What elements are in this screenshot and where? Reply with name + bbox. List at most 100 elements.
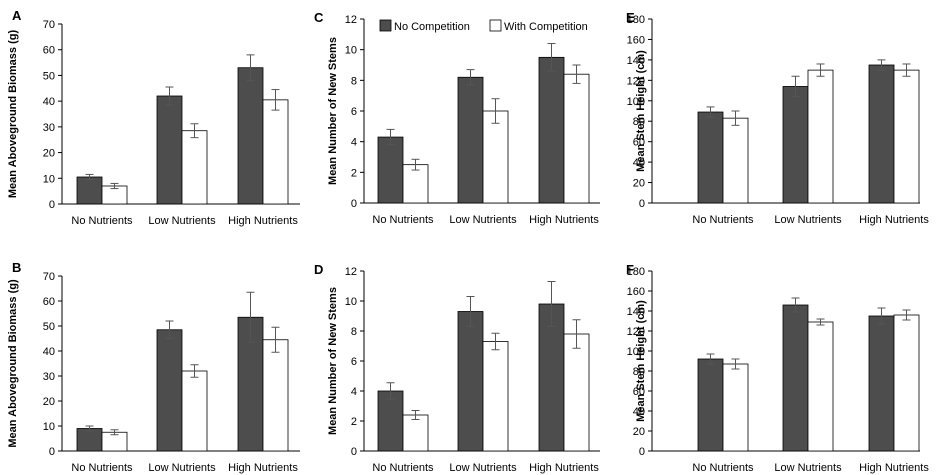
- bar-no-competition: [782, 304, 809, 452]
- bar-with-competition: [482, 110, 509, 204]
- bar-with-competition: [807, 69, 834, 204]
- y-tick-label: 60: [633, 386, 645, 398]
- legend: No Competition With Competition: [379, 19, 588, 33]
- y-axis-title: Mean Aboveground Biomass (g): [7, 279, 19, 448]
- y-tick-label: 50: [43, 321, 55, 333]
- panel-label: F: [626, 262, 634, 277]
- y-tick-label: 70: [43, 271, 55, 283]
- x-category-label: No Nutrients: [372, 462, 434, 474]
- bar-with-competition: [722, 117, 749, 204]
- bar-no-competition: [76, 428, 103, 452]
- y-tick-label: 120: [627, 75, 645, 87]
- chart-panel-f: F 0 20 40 60 80 100 120 140 160 180 Mean Stem Heigh…: [626, 262, 929, 474]
- legend-label-with-competition: With Competition: [504, 21, 588, 33]
- y-tick-label: 50: [43, 70, 55, 82]
- y-tick-label: 60: [43, 296, 55, 308]
- y-tick-label: 12: [345, 14, 357, 26]
- x-category-label: High Nutrients: [859, 462, 929, 474]
- bar-with-competition: [563, 73, 590, 204]
- x-category-label: High Nutrients: [228, 215, 298, 227]
- y-axis-title: Mean Number of New Stems: [327, 37, 339, 185]
- x-category-label: High Nutrients: [228, 462, 298, 474]
- y-tick-label: 4: [351, 137, 357, 149]
- y-tick-label: 20: [633, 178, 645, 190]
- y-tick-label: 2: [351, 167, 357, 179]
- y-tick-label: 0: [49, 446, 55, 458]
- y-tick-label: 140: [627, 306, 645, 318]
- panel-label: B: [12, 260, 21, 275]
- y-tick-label: 4: [351, 386, 357, 398]
- chart-panel-c: C 0 2 4 6 8 10 12 Mean Number of New Stems No Nut…: [314, 10, 600, 226]
- y-tick-label: 0: [351, 446, 357, 458]
- bar-no-competition: [538, 56, 565, 204]
- y-tick-label: 120: [627, 326, 645, 338]
- y-tick-label: 0: [49, 199, 55, 211]
- y-axis-title: Mean Aboveground Biomass (g): [7, 30, 19, 199]
- y-tick-label: 80: [633, 366, 645, 378]
- panel-label: E: [626, 10, 635, 25]
- panel-label: D: [314, 262, 323, 277]
- x-category-label: No Nutrients: [692, 462, 754, 474]
- y-axis-title: Mean Stem Height (cm): [635, 300, 647, 422]
- y-tick-label: 40: [43, 346, 55, 358]
- x-category-label: No Nutrients: [692, 214, 754, 226]
- panel-label: C: [314, 10, 324, 25]
- legend-swatch-with-competition: [489, 19, 502, 32]
- bar-with-competition: [722, 363, 749, 452]
- x-category-label: Low Nutrients: [449, 462, 517, 474]
- bar-with-competition: [893, 69, 920, 204]
- bar-no-competition: [868, 64, 895, 204]
- chart-panel-b: B 0 10 20 30 40 50 60 70 Mean Aboveground Biomass…: [7, 260, 300, 474]
- chart-panel-d: D 0 2 4 6 8 10 12 Mean Number of New Stems No Nut…: [314, 262, 600, 474]
- y-tick-label: 12: [345, 266, 357, 278]
- y-tick-label: 100: [627, 96, 645, 108]
- bar-with-competition: [402, 164, 429, 204]
- bar-with-competition: [482, 341, 509, 452]
- y-tick-label: 40: [633, 157, 645, 169]
- x-category-label: Low Nutrients: [449, 214, 517, 226]
- y-tick-label: 20: [43, 148, 55, 160]
- y-tick-label: 8: [351, 75, 357, 87]
- bar-no-competition: [697, 111, 724, 204]
- bar-with-competition: [181, 370, 208, 452]
- bar-no-competition: [457, 76, 484, 204]
- y-tick-label: 70: [43, 19, 55, 31]
- bar-no-competition: [377, 390, 404, 452]
- y-tick-label: 30: [43, 122, 55, 134]
- bar-no-competition: [782, 86, 809, 204]
- y-tick-label: 80: [633, 116, 645, 128]
- y-tick-label: 8: [351, 326, 357, 338]
- bar-with-competition: [563, 333, 590, 452]
- y-tick-label: 100: [627, 346, 645, 358]
- bar-no-competition: [76, 176, 103, 205]
- bar-no-competition: [697, 358, 724, 452]
- y-tick-label: 60: [633, 137, 645, 149]
- chart-panel-e: E 0 20 40 60 80 100 120 140 160 180 Mean Stem Heigh…: [626, 10, 929, 226]
- y-tick-label: 20: [43, 396, 55, 408]
- bar-with-competition: [181, 130, 208, 205]
- legend-swatch-no-competition: [379, 19, 392, 32]
- panel-label: A: [12, 8, 22, 23]
- y-tick-label: 30: [43, 371, 55, 383]
- y-tick-label: 0: [639, 446, 645, 458]
- bar-no-competition: [868, 315, 895, 452]
- x-category-label: High Nutrients: [859, 214, 929, 226]
- x-category-label: No Nutrients: [71, 215, 133, 227]
- y-axis-title: Mean Stem Height (cm): [635, 50, 647, 172]
- y-tick-label: 6: [351, 356, 357, 368]
- legend-label-no-competition: No Competition: [394, 21, 470, 33]
- y-tick-label: 180: [627, 266, 645, 278]
- x-category-label: No Nutrients: [71, 462, 133, 474]
- y-tick-label: 40: [633, 406, 645, 418]
- y-axis-title: Mean Number of New Stems: [327, 287, 339, 435]
- y-tick-label: 0: [639, 198, 645, 210]
- bar-with-competition: [893, 314, 920, 452]
- x-category-label: No Nutrients: [372, 214, 434, 226]
- bar-no-competition: [237, 67, 264, 205]
- y-tick-label: 160: [627, 286, 645, 298]
- x-category-label: Low Nutrients: [774, 214, 842, 226]
- x-category-label: Low Nutrients: [774, 462, 842, 474]
- y-tick-label: 10: [345, 45, 357, 57]
- bar-with-competition: [807, 321, 834, 452]
